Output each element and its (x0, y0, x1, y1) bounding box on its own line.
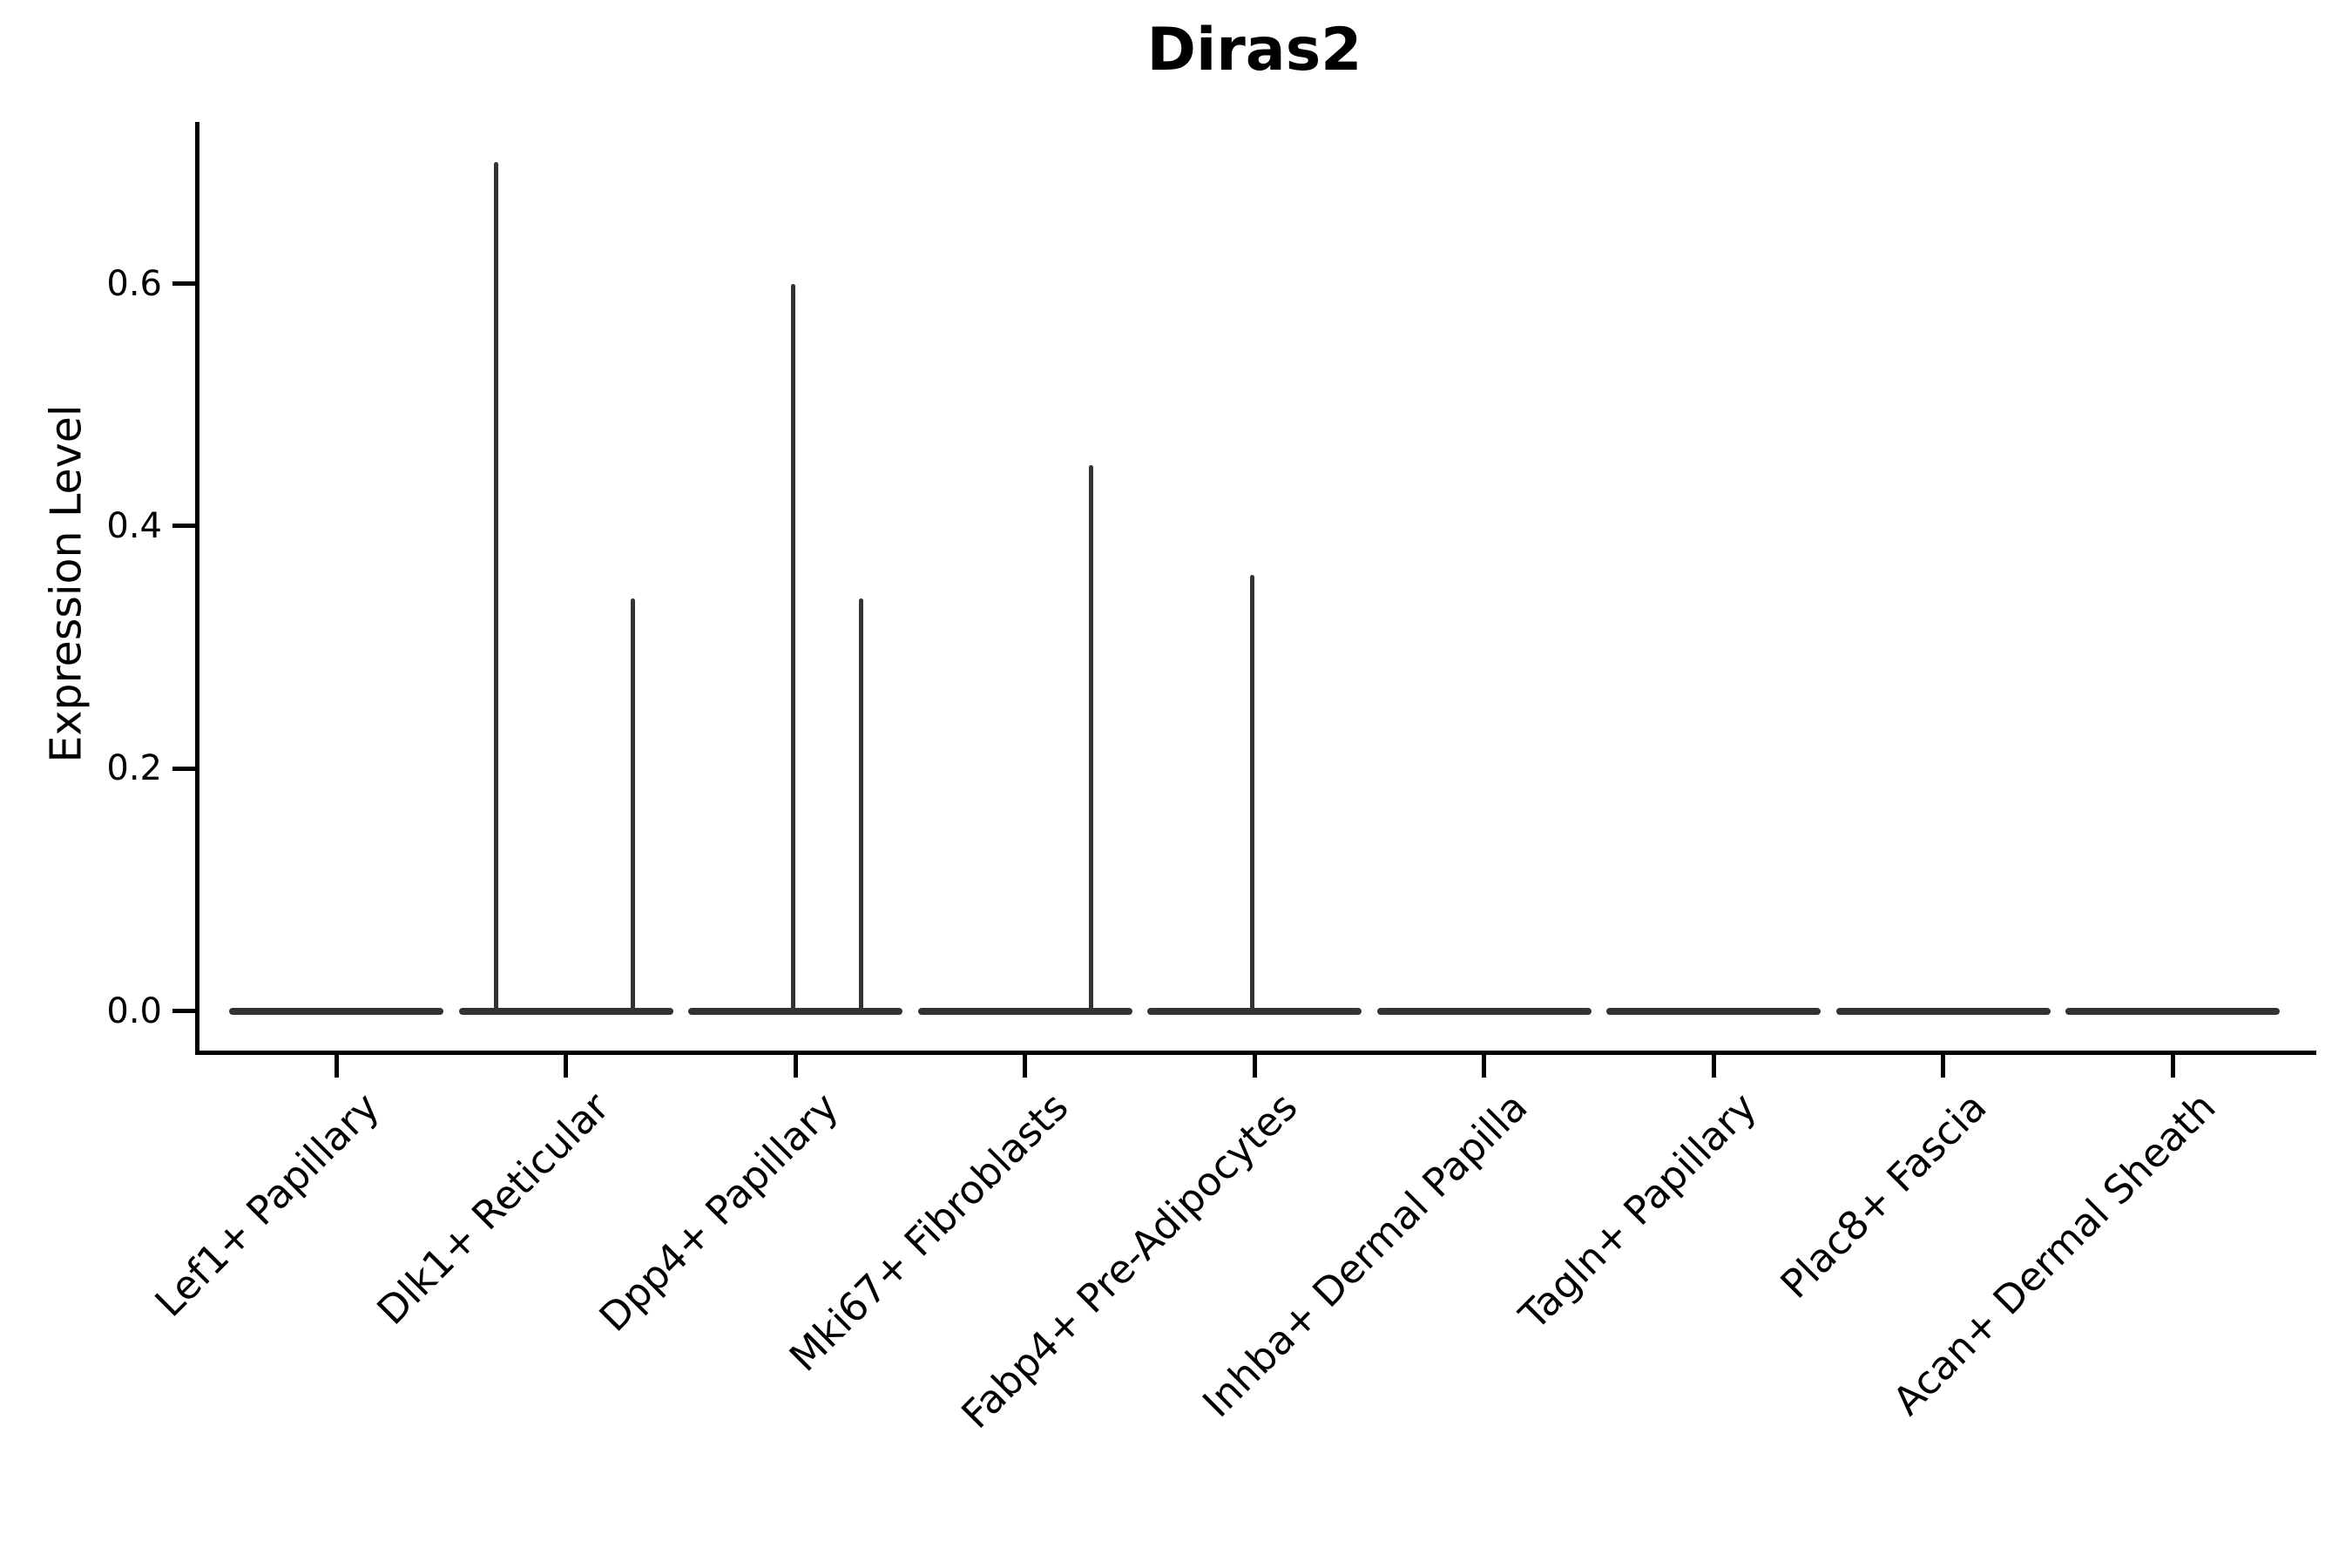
violin-spike (791, 283, 796, 1011)
x-tick-mark (564, 1055, 568, 1078)
y-tick-mark (172, 766, 195, 771)
x-tick-mark (1482, 1055, 1486, 1078)
violin-base (688, 1007, 902, 1015)
violin-base (917, 1007, 1132, 1015)
x-tick-mark (2170, 1055, 2175, 1078)
violin-base (229, 1007, 443, 1015)
y-tick-label: 0.4 (106, 505, 162, 546)
x-tick-mark (334, 1055, 339, 1078)
violin-base (1835, 1007, 2051, 1015)
y-axis-line (195, 122, 199, 1055)
violin-base (2065, 1007, 2280, 1015)
x-tick-mark (793, 1055, 798, 1078)
violin-spike (1249, 574, 1254, 1011)
violin-base (1376, 1007, 1592, 1015)
x-tick-mark (1941, 1055, 1945, 1078)
violin-spike (631, 598, 636, 1011)
y-tick-label: 0.2 (106, 748, 162, 789)
x-tick-mark (1252, 1055, 1257, 1078)
violin-spike (493, 162, 498, 1011)
violin-base (1147, 1007, 1362, 1015)
x-axis-line (195, 1051, 2316, 1055)
y-tick-mark (172, 1009, 195, 1013)
y-axis-label: Expression Level (41, 404, 91, 763)
plot-title: Diras2 (1146, 16, 1362, 84)
y-tick-label: 0.0 (106, 990, 162, 1031)
violin-spike (1089, 465, 1094, 1011)
y-tick-mark (172, 524, 195, 529)
x-tick-mark (1023, 1055, 1027, 1078)
violin-base (458, 1007, 673, 1015)
x-tick-mark (1711, 1055, 1716, 1078)
y-tick-label: 0.6 (106, 263, 162, 304)
y-tick-mark (172, 281, 195, 287)
violin-spike (858, 598, 863, 1011)
violin-base (1606, 1007, 1821, 1015)
